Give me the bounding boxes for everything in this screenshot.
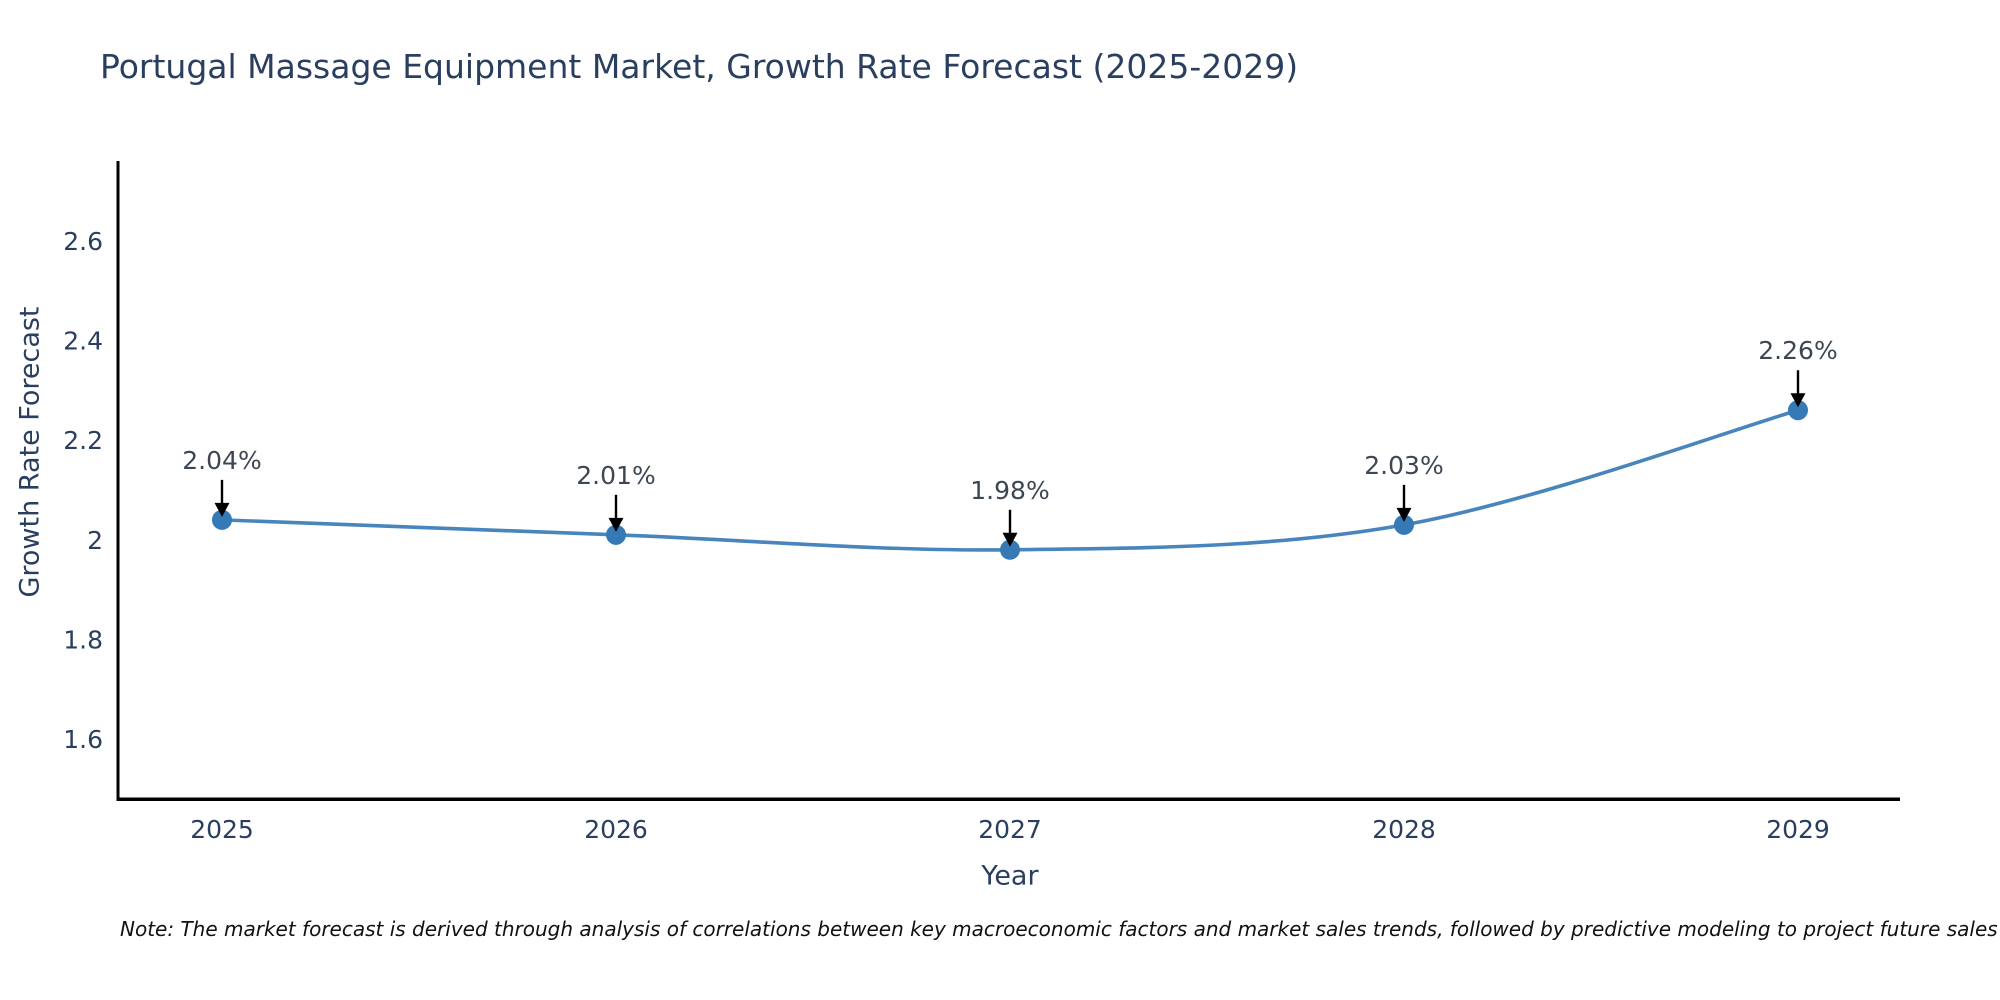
x-axis-spine bbox=[116, 797, 1900, 801]
data-point-marker bbox=[606, 524, 626, 545]
x-tick-label: 2026 bbox=[584, 815, 648, 844]
point-label: 2.01% bbox=[576, 461, 655, 490]
x-tick-label: 2025 bbox=[190, 815, 254, 844]
y-tick-label: 1.8 bbox=[63, 626, 103, 655]
x-tick-label: 2027 bbox=[978, 815, 1042, 844]
annotation-arrowhead-icon bbox=[1790, 393, 1806, 408]
x-axis-title: Year bbox=[981, 860, 1039, 892]
data-point-marker bbox=[1788, 400, 1808, 421]
data-point-marker bbox=[1000, 539, 1020, 560]
annotation-arrowhead-icon bbox=[608, 517, 624, 532]
y-tick-label: 2.6 bbox=[63, 227, 103, 256]
annotation-arrowhead-icon bbox=[1396, 507, 1412, 522]
point-label: 1.98% bbox=[970, 476, 1049, 505]
y-tick-label: 2.4 bbox=[63, 326, 103, 355]
y-tick-label: 1.6 bbox=[63, 725, 103, 754]
annotation-arrowhead-icon bbox=[1002, 532, 1018, 547]
footnote: Note: The market forecast is derived thr… bbox=[120, 917, 1998, 941]
chart-title: Portugal Massage Equipment Market, Growt… bbox=[100, 47, 1299, 86]
x-tick-label: 2028 bbox=[1372, 815, 1436, 844]
point-label: 2.26% bbox=[1758, 336, 1837, 365]
data-point-marker bbox=[1394, 514, 1414, 535]
y-tick-label: 2 bbox=[87, 526, 103, 555]
point-label: 2.04% bbox=[182, 446, 261, 475]
y-tick-label: 2.2 bbox=[63, 426, 103, 455]
data-point-marker bbox=[212, 509, 232, 530]
point-label: 2.03% bbox=[1364, 451, 1443, 480]
annotation-arrowhead-icon bbox=[214, 502, 230, 517]
x-tick-label: 2029 bbox=[1766, 815, 1830, 844]
y-axis-spine bbox=[116, 161, 120, 801]
